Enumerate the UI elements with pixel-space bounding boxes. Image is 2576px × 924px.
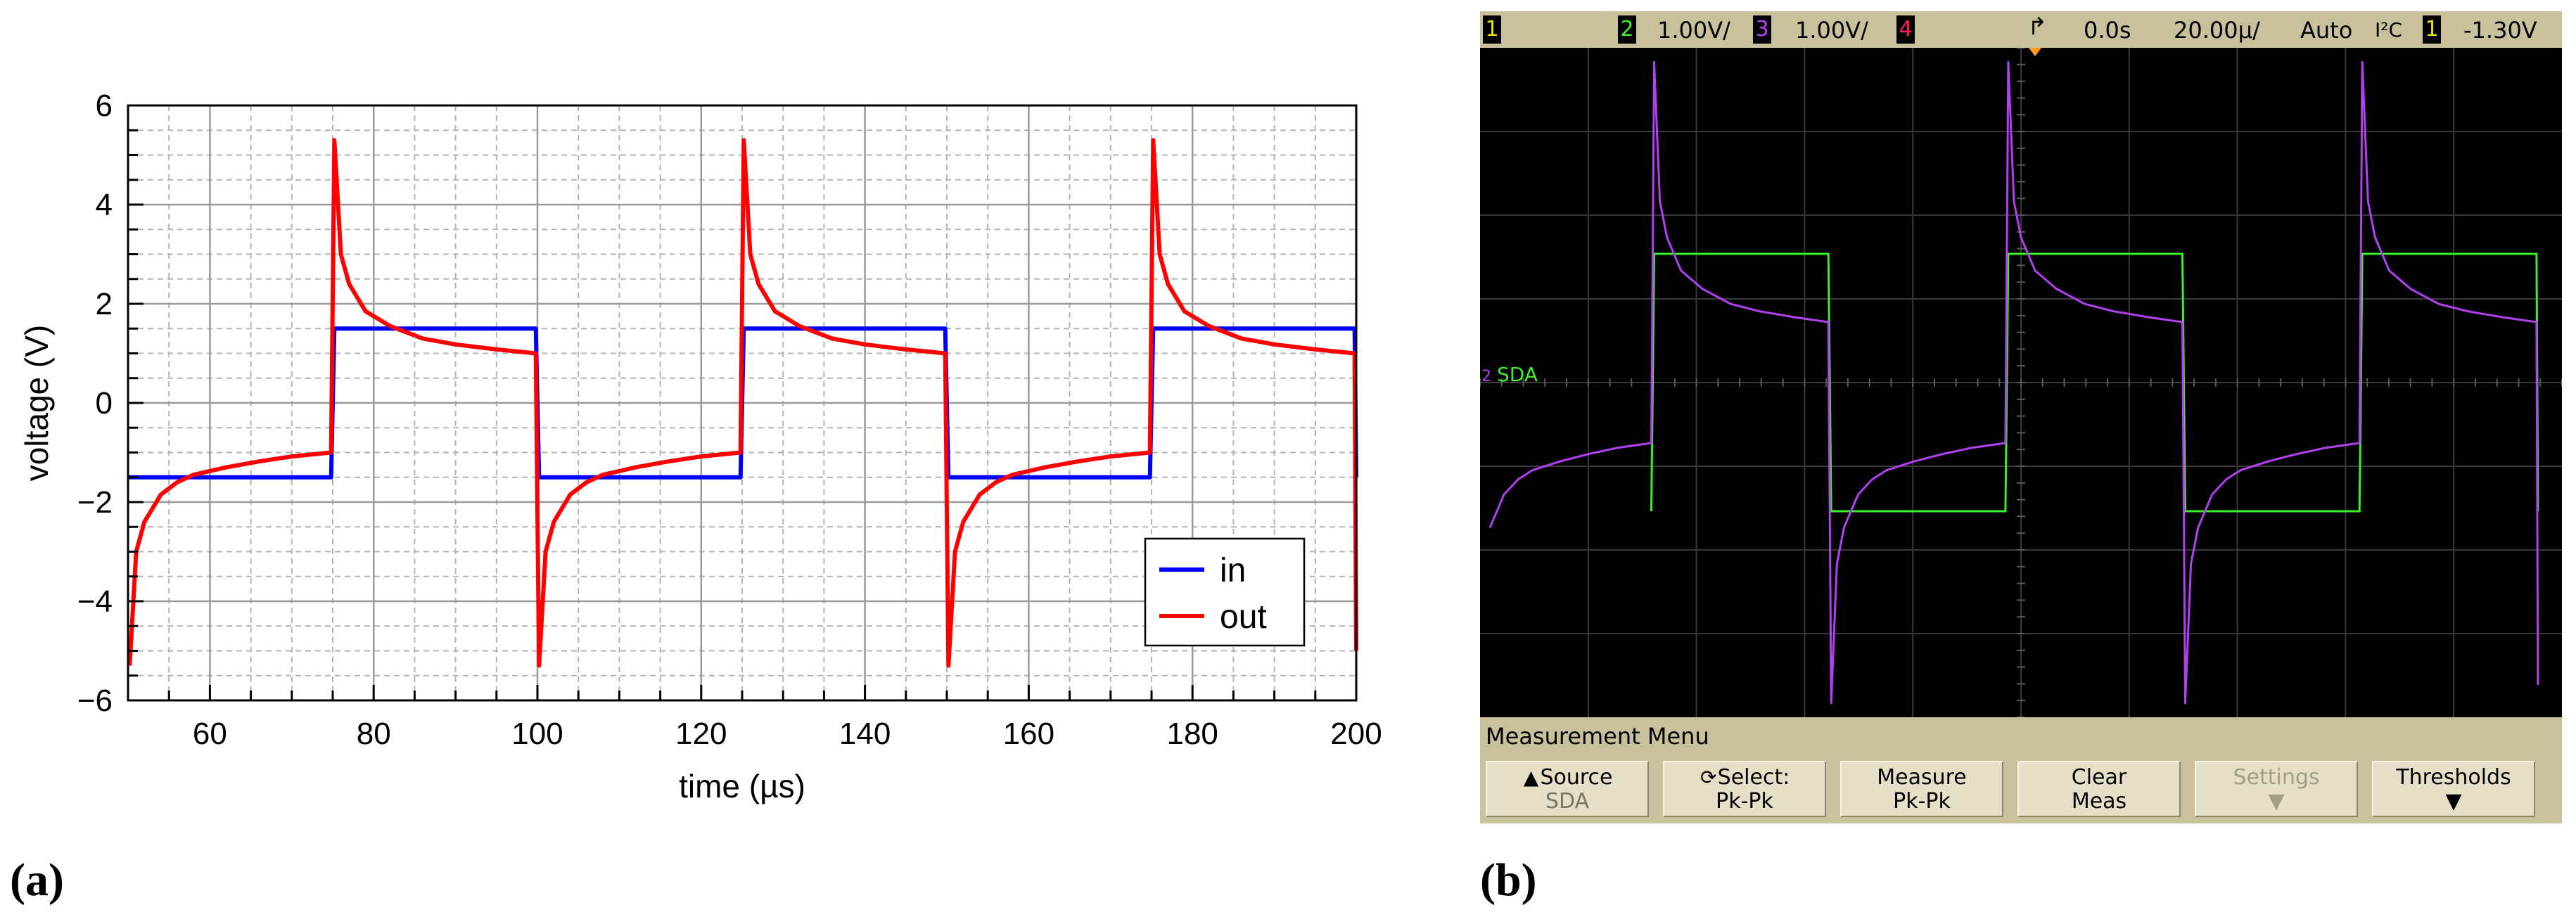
- panel-label-b: (b): [1480, 854, 1537, 906]
- scope-status-bar: 1 2 1.00V/ 3 1.00V/ 4 ↱ 0.0s 20.00µ/ Aut…: [1480, 11, 2562, 48]
- up-arrow-icon: ▲: [1523, 766, 1539, 789]
- x-tick-labels: 60 80 100 120 140 160 180 200: [193, 717, 1382, 751]
- rotate-knob-icon: ⟳: [1700, 766, 1717, 789]
- softkey-source[interactable]: ▲Source SDA: [1486, 761, 1649, 817]
- down-arrow-icon: ▼: [2445, 789, 2462, 814]
- x-tick-label: 120: [675, 717, 727, 751]
- x-tick-label: 60: [193, 717, 227, 751]
- legend-box: [1144, 537, 1306, 647]
- down-arrow-icon: ▼: [2268, 789, 2285, 814]
- sda-channel-marker: 2: [1481, 368, 1491, 385]
- trigger-level: -1.30V: [2463, 17, 2537, 44]
- softkey-measure-value: Pk-Pk: [1893, 789, 1951, 814]
- y-tick-label: −2: [77, 485, 113, 520]
- softkey-clear-value: Meas: [2071, 789, 2127, 814]
- channel-1-indicator[interactable]: 1: [1483, 15, 1501, 44]
- y-tick-labels: −6 −4 −2 0 2 4 6: [77, 89, 113, 718]
- scope-traces: [1488, 60, 2539, 705]
- softkey-thresholds[interactable]: Thresholds ▼: [2372, 761, 2535, 817]
- y-tick-label: 0: [96, 386, 113, 421]
- x-axis-label: time (µs): [679, 768, 805, 804]
- softkey-select-label: Select:: [1717, 765, 1790, 790]
- measurement-menu-title: Measurement Menu: [1486, 723, 1709, 750]
- channel-2-indicator[interactable]: 2: [1618, 15, 1636, 44]
- y-axis-label: voltage (V): [18, 325, 55, 481]
- softkey-thresholds-label: Thresholds: [2396, 765, 2511, 790]
- softkey-measure[interactable]: Measure Pk-Pk: [1840, 761, 2003, 817]
- y-tick-label: −6: [77, 684, 113, 718]
- series-line-out: [127, 138, 1358, 668]
- softkey-settings-label: Settings: [2233, 765, 2320, 790]
- scope-graticule: [1480, 48, 2562, 717]
- oscilloscope-screenshot: 1 2 1.00V/ 3 1.00V/ 4 ↱ 0.0s 20.00µ/ Aut…: [1480, 11, 2562, 823]
- softkey-source-value: SDA: [1545, 789, 1590, 814]
- x-tick-label: 160: [1003, 717, 1054, 751]
- x-tick-label: 80: [357, 717, 391, 751]
- channel-3-indicator[interactable]: 3: [1753, 15, 1771, 44]
- y-tick-label: 6: [96, 89, 113, 123]
- trigger-position-marker: [2029, 48, 2041, 56]
- plot-a: 60 80 100 120 140 160 180 200 −6 −4 −2 0 2 4 6 time (…: [18, 89, 1382, 804]
- legend: in out: [1144, 537, 1306, 647]
- softkey-select[interactable]: ⟳Select: Pk-Pk: [1663, 761, 1826, 817]
- delay-readout: 0.0s: [2084, 17, 2131, 44]
- legend-label-in: in: [1220, 552, 1246, 589]
- timebase-readout: 20.00µ/: [2174, 17, 2260, 44]
- measurement-menu: Measurement Menu ▲Source SDA ⟳Select: Pk…: [1480, 717, 2562, 823]
- y-tick-label: −4: [77, 584, 113, 619]
- x-tick-label: 140: [839, 717, 891, 751]
- sda-label: SDA: [1497, 363, 1538, 386]
- scope-waveform-display: 2 SDA: [1480, 48, 2562, 717]
- channel-3-scale: 1.00V/: [1795, 17, 1868, 44]
- channel-4-indicator[interactable]: 4: [1896, 15, 1915, 44]
- trace-channel-2: [1650, 252, 2539, 513]
- softkey-select-value: Pk-Pk: [1716, 789, 1773, 814]
- trace-channel-3: [1488, 60, 2539, 705]
- softkey-source-label: Source: [1540, 765, 1613, 790]
- x-tick-label: 200: [1330, 717, 1382, 751]
- y-tick-label: 2: [96, 287, 113, 321]
- tick-marks: [127, 104, 1358, 702]
- softkey-clear-meas[interactable]: Clear Meas: [2017, 761, 2181, 817]
- softkey-settings[interactable]: Settings ▼: [2195, 761, 2358, 817]
- legend-label-out: out: [1220, 598, 1267, 636]
- trigger-edge-icon: ↱: [2027, 13, 2048, 41]
- series-layer: [127, 138, 1358, 668]
- x-tick-label: 100: [511, 717, 563, 751]
- panel-label-a: (a): [10, 854, 64, 906]
- softkey-measure-label: Measure: [1877, 765, 1967, 790]
- y-tick-label: 4: [96, 188, 113, 222]
- trigger-mode: Auto: [2300, 17, 2353, 44]
- x-tick-label: 180: [1166, 717, 1218, 751]
- trigger-channel-indicator: 1: [2423, 15, 2441, 44]
- channel-2-scale: 1.00V/: [1657, 17, 1730, 44]
- softkey-clear-label: Clear: [2071, 765, 2127, 790]
- trigger-type: I²C: [2375, 18, 2403, 41]
